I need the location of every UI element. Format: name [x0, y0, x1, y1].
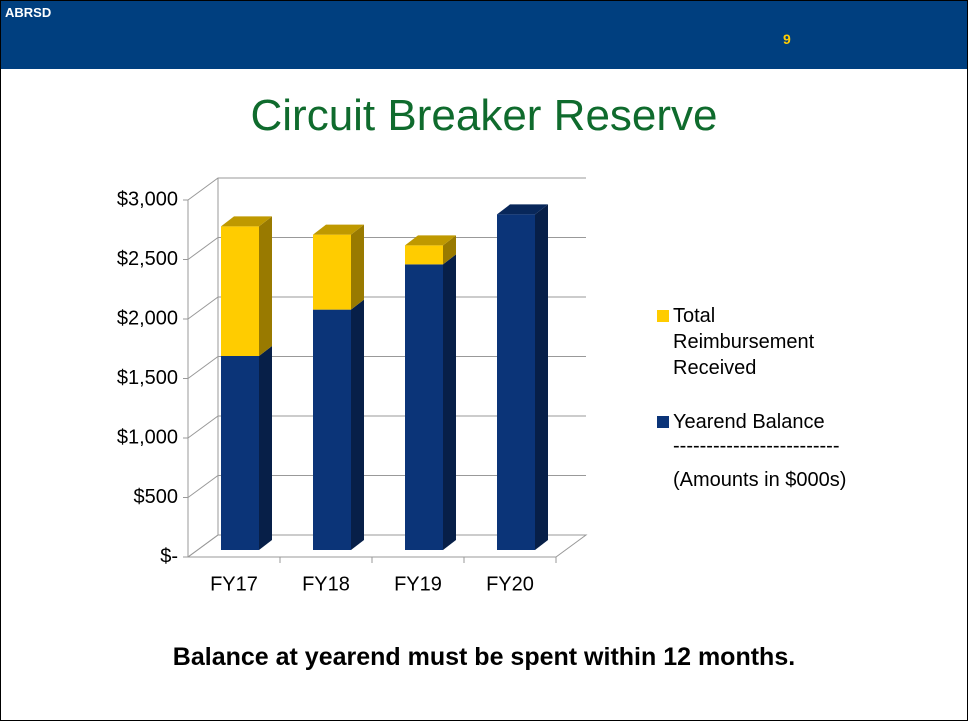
- bar-face: [313, 234, 351, 310]
- bar-face: [405, 235, 456, 246]
- bar-face: [351, 299, 364, 550]
- bar-face: [221, 226, 259, 357]
- x-tick-label: FY19: [394, 573, 442, 595]
- grid-line: [187, 415, 586, 439]
- y-tick-label: $-: [160, 545, 178, 567]
- bar-face: [497, 214, 535, 551]
- y-tick-label: $1,500: [117, 367, 178, 389]
- grid-line: [187, 177, 586, 201]
- bar: [405, 254, 456, 550]
- y-tick-label: $1,000: [117, 426, 178, 448]
- bar-face: [351, 224, 364, 310]
- annotation: (Amounts in $000s): [673, 469, 847, 491]
- bar-face: [221, 356, 259, 550]
- grid-line: [187, 534, 586, 558]
- bar-face: [313, 309, 351, 550]
- bar-face: [259, 346, 272, 550]
- bar: [221, 216, 272, 357]
- bar-face: [313, 224, 364, 235]
- bar: [497, 204, 548, 551]
- bar-face: [405, 264, 443, 550]
- y-tick-label: $500: [134, 486, 179, 508]
- bar-face: [535, 204, 548, 551]
- bar: [405, 235, 456, 265]
- bar: [313, 299, 364, 550]
- bar-face: [221, 216, 272, 227]
- grid-line: [187, 237, 586, 260]
- legend-label: Total Reimbursement Received: [673, 305, 815, 379]
- grid-line: [187, 296, 586, 320]
- org-label: ABRSD: [5, 5, 52, 20]
- y-tick-label: $2,500: [117, 248, 178, 270]
- x-tick-label: FY20: [486, 573, 534, 595]
- bar-face: [443, 235, 456, 265]
- y-tick-label: $3,000: [117, 188, 178, 210]
- legend-swatch: [657, 310, 669, 322]
- legend-label: Yearend Balance: [673, 411, 825, 433]
- footer-note: Balance at yearend must be spent within …: [172, 643, 796, 671]
- bar-face: [259, 216, 272, 357]
- legend-swatch: [657, 416, 669, 428]
- grid-line: [187, 475, 586, 498]
- x-tick-label: FY17: [210, 573, 258, 595]
- chart-title: Circuit Breaker Reserve: [250, 91, 718, 140]
- header-band: [1, 1, 967, 69]
- bar-face: [497, 204, 548, 215]
- bar-face: [405, 245, 443, 265]
- bar: [221, 346, 272, 550]
- bar: [313, 224, 364, 310]
- bar-face: [443, 254, 456, 550]
- annotation: -------------------------: [673, 435, 840, 457]
- y-tick-label: $2,000: [117, 307, 178, 329]
- page-number: 9: [783, 31, 791, 47]
- x-tick-label: FY18: [302, 573, 350, 595]
- grid-line: [187, 356, 586, 379]
